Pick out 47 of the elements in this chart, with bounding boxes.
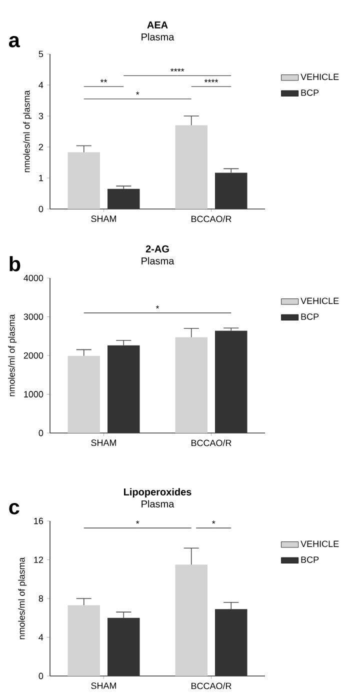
legend-label: VEHICLE — [300, 298, 339, 304]
y-tick-label: 4000 — [24, 274, 44, 282]
legend-label: BCP — [301, 313, 319, 320]
y-tick-label: 3 — [38, 112, 44, 120]
y-tick-label: 0 — [38, 430, 44, 436]
annotation: ** — [100, 79, 108, 82]
y-tick-label: 2000 — [24, 352, 44, 359]
legend-label: BCP — [301, 556, 319, 563]
text: a — [8, 36, 20, 48]
y-tick-label: 4 — [38, 82, 44, 88]
chart-subtitle: Plasma — [142, 33, 174, 40]
x-tick-label: BCCAO/R — [191, 216, 232, 222]
y-axis-title: nmoles/ml of plasma — [8, 314, 17, 396]
y-tick-label: 0 — [38, 206, 44, 212]
y-tick-label: 2 — [38, 144, 44, 150]
x-tick-label: BCCAO/R — [191, 440, 232, 446]
annotation: **** — [204, 79, 218, 82]
legend-label: BCP — [301, 89, 319, 96]
legend-label: VEHICLE — [300, 74, 339, 80]
annotation: * — [156, 305, 160, 309]
y-tick-label: 12 — [34, 556, 44, 563]
chart-title: AEA — [147, 21, 168, 28]
y-tick-label: 0 — [38, 672, 44, 680]
x-tick-label: SHAM — [91, 440, 116, 446]
text: b — [10, 256, 20, 272]
y-tick-label: 8 — [38, 595, 44, 602]
y-tick-label: 4 — [38, 634, 44, 640]
x-tick-label: SHAM — [91, 682, 116, 689]
annotation: * — [136, 520, 140, 524]
chart-subtitle: Plasma — [142, 500, 174, 508]
text: c — [9, 503, 20, 514]
y-tick-label: 5 — [38, 50, 44, 58]
y-tick-label: 1 — [39, 174, 44, 182]
chart-subtitle: Plasma — [142, 257, 174, 264]
annotation: * — [136, 92, 140, 95]
y-tick-label: 3000 — [24, 314, 44, 320]
x-tick-label: SHAM — [91, 216, 116, 222]
y-axis-title: nmoles/ml of plasma — [18, 557, 27, 640]
legend-label: VEHICLE — [300, 540, 339, 548]
chart-title: Lipoperoxides — [124, 488, 192, 498]
y-axis-title: nmoles/ml of plasma — [23, 90, 32, 172]
chart-title: 2-AG — [146, 245, 169, 252]
y-tick-label: 16 — [34, 518, 44, 524]
annotation: * — [212, 520, 216, 524]
x-tick-label: BCCAO/R — [191, 682, 232, 690]
y-tick-label: 1000 — [24, 391, 44, 398]
annotation: **** — [170, 68, 184, 72]
